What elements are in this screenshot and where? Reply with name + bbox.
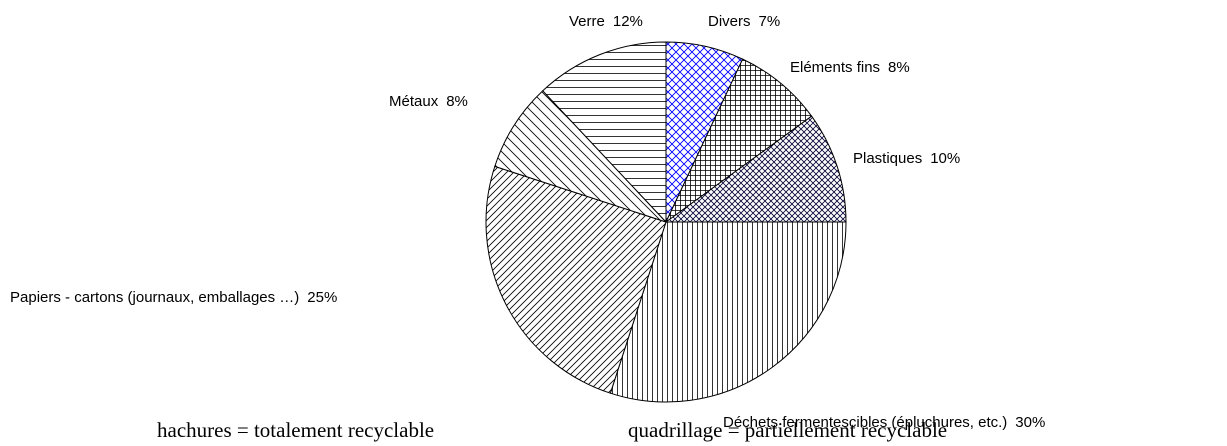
category-label: Verre <box>569 13 605 30</box>
annotation: hachures = totalement recyclable <box>157 418 434 442</box>
category-label: Papiers - cartons (journaux, emballages … <box>10 289 299 306</box>
value-label: 10% <box>930 150 960 167</box>
slice-label: Verre 12% <box>569 13 643 30</box>
slice-label: Divers 7% <box>708 13 780 30</box>
slice-label: Déchets fermentescibles (épluchures, etc… <box>723 414 1045 431</box>
pie-slice <box>665 58 813 223</box>
category-label: Déchets fermentescibles (épluchures, etc… <box>723 414 1007 431</box>
category-label: Divers <box>708 13 751 30</box>
category-label: Plastiques <box>853 150 922 167</box>
pie-slice <box>609 221 847 403</box>
category-label: Métaux <box>389 93 439 110</box>
pie-slice <box>485 165 667 394</box>
slice-label: Plastiques 10% <box>853 150 960 167</box>
category-label: Eléments fins <box>790 59 880 76</box>
pie-slice <box>494 90 667 223</box>
slice-label: Eléments fins 8% <box>790 59 910 76</box>
value-label: 7% <box>759 13 781 30</box>
value-label: 25% <box>307 289 337 306</box>
value-label: 30% <box>1015 414 1045 431</box>
value-label: 8% <box>446 93 468 110</box>
value-label: 8% <box>888 59 910 76</box>
annotation: quadrillage = partiellement recyclable <box>628 418 947 442</box>
slice-label: Papiers - cartons (journaux, emballages … <box>10 289 337 306</box>
pie-slice <box>664 115 847 223</box>
slice-label: Métaux 8% <box>389 93 468 110</box>
pie-slice <box>542 41 667 224</box>
value-label: 12% <box>613 13 643 30</box>
